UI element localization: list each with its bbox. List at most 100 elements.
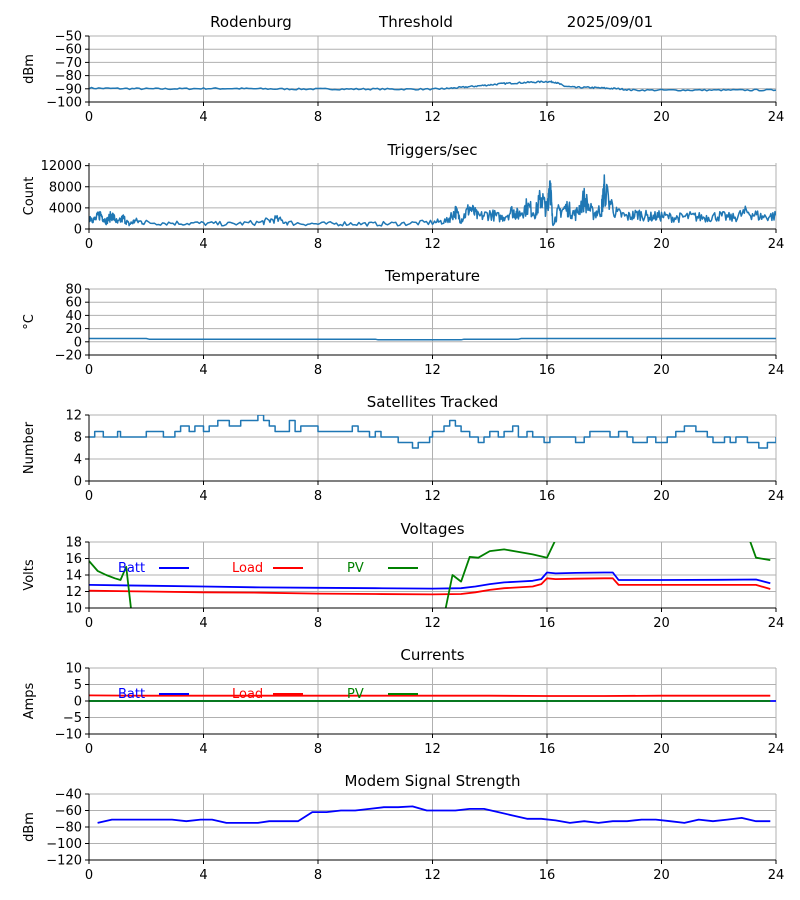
y-axis-label: Number	[22, 421, 37, 474]
x-tick-label: 12	[424, 110, 441, 125]
x-tick-label: 4	[199, 616, 207, 631]
x-tick-label: 0	[85, 742, 93, 757]
x-tick-label: 8	[314, 868, 322, 883]
y-tick-label: −70	[55, 56, 82, 71]
chart-title: Triggers/sec	[387, 141, 478, 159]
legend-label-pv: PV	[347, 687, 364, 702]
series-line-satellites	[89, 415, 776, 449]
legend-label-batt: Batt	[118, 561, 145, 576]
y-tick-label: 5	[74, 678, 82, 693]
series-group	[89, 542, 771, 608]
x-tick-label: 12	[424, 868, 441, 883]
y-tick-label: 12	[65, 585, 82, 600]
y-tick-label: −60	[55, 804, 82, 819]
y-tick-label: 14	[65, 569, 82, 584]
y-tick-label: 12	[65, 409, 82, 424]
x-tick-label: 24	[768, 616, 785, 631]
x-tick-label: 20	[653, 363, 670, 378]
x-tick-label: 20	[653, 616, 670, 631]
header-site: Rodenburg	[210, 13, 292, 31]
x-tick-label: 16	[539, 742, 556, 757]
x-tick-label: 16	[539, 110, 556, 125]
header-date: 2025/09/01	[567, 13, 653, 31]
legend-label-load: Load	[232, 561, 263, 576]
x-tick-label: 4	[199, 868, 207, 883]
y-tick-label: 4	[74, 453, 82, 468]
y-tick-label: 12000	[41, 159, 82, 174]
chart-title: Modem Signal Strength	[345, 772, 521, 790]
x-tick-label: 4	[199, 363, 207, 378]
series-line-load	[89, 694, 771, 697]
series-line-temperature	[89, 337, 776, 341]
series-line-threshold	[89, 80, 776, 92]
x-tick-label: 16	[539, 363, 556, 378]
chart-title: Voltages	[400, 520, 464, 538]
series-line-batt	[89, 571, 771, 590]
series-group	[89, 174, 776, 227]
y-axis-label: Volts	[22, 559, 37, 591]
x-tick-label: 12	[424, 237, 441, 252]
y-tick-label: 8000	[49, 180, 82, 195]
x-tick-label: 0	[85, 110, 93, 125]
series-line-pv	[89, 542, 771, 608]
series-group	[89, 415, 776, 449]
x-tick-label: 20	[653, 868, 670, 883]
x-tick-label: 4	[199, 237, 207, 252]
header-mode: Threshold	[378, 13, 453, 31]
x-tick-label: 20	[653, 742, 670, 757]
x-tick-label: 16	[539, 616, 556, 631]
y-tick-label: 0	[74, 223, 82, 238]
x-tick-label: 16	[539, 489, 556, 504]
x-tick-label: 4	[199, 742, 207, 757]
series-group	[89, 80, 776, 92]
series-group	[89, 694, 776, 702]
y-tick-label: 60	[65, 296, 82, 311]
y-tick-label: −20	[55, 349, 82, 364]
y-tick-label: 80	[65, 283, 82, 298]
series-group	[97, 805, 771, 824]
series-line-modem	[97, 805, 771, 824]
series-line-triggers	[89, 174, 776, 227]
chart-triggers: 0 4 8 12 16 20 24 0 4000 8000 12000 Triggers/sec Cou…	[22, 141, 784, 252]
x-tick-label: 0	[85, 489, 93, 504]
x-tick-label: 8	[314, 237, 322, 252]
x-tick-label: 0	[85, 868, 93, 883]
x-tick-label: 16	[539, 868, 556, 883]
y-tick-label: −120	[46, 854, 82, 869]
legend-label-batt: Batt	[118, 687, 145, 702]
x-tick-label: 24	[768, 742, 785, 757]
y-tick-label: −40	[55, 788, 82, 803]
series-group	[89, 337, 776, 341]
x-tick-label: 24	[768, 110, 785, 125]
y-tick-label: −5	[63, 711, 82, 726]
x-tick-label: 12	[424, 616, 441, 631]
y-axis-label: Count	[22, 177, 37, 216]
x-tick-label: 8	[314, 110, 322, 125]
y-tick-label: −100	[46, 96, 82, 111]
chart-satellites: 0 4 8 12 16 20 24 0 4 8 12 Satellites Tracked Number	[22, 393, 784, 504]
x-tick-label: 12	[424, 363, 441, 378]
y-tick-label: 0	[74, 695, 82, 710]
y-tick-label: −60	[55, 43, 82, 58]
y-tick-label: 16	[65, 552, 82, 567]
y-tick-label: 4000	[49, 201, 82, 216]
x-tick-label: 8	[314, 363, 322, 378]
y-axis-label: dBm	[22, 54, 37, 84]
legend-label-pv: PV	[347, 561, 364, 576]
y-tick-label: 0	[74, 335, 82, 350]
chart-modem: 0 4 8 12 16 20 24 −120 −100−80 −60−40 Modem Signal…	[22, 772, 784, 883]
x-tick-label: 24	[768, 489, 785, 504]
x-tick-label: 12	[424, 489, 441, 504]
x-tick-label: 0	[85, 363, 93, 378]
y-tick-label: −100	[46, 837, 82, 852]
y-tick-label: 10	[65, 662, 82, 677]
x-tick-label: 20	[653, 489, 670, 504]
series-line-load	[89, 577, 771, 596]
x-tick-label: 0	[85, 237, 93, 252]
y-tick-label: 18	[65, 536, 82, 551]
x-tick-label: 8	[314, 742, 322, 757]
